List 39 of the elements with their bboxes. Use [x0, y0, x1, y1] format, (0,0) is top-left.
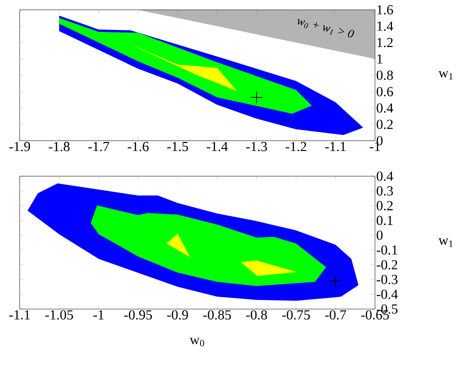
y-tick-label: 0.4 — [376, 171, 394, 181]
y-tick-label: 1.2 — [377, 38, 393, 48]
x-tick-label: -1.3 — [246, 142, 267, 152]
y-tick-label: 1.6 — [377, 5, 394, 14]
y-tick-label: 0.2 — [376, 120, 393, 130]
x-tick-label: -0.8 — [246, 310, 267, 320]
x-tick-label: -1.5 — [167, 142, 188, 152]
y-tick-label: 1 — [377, 54, 382, 64]
x-tick-label: -1.1 — [325, 142, 346, 152]
x-tick-label: -1.4 — [206, 142, 228, 152]
y-tick-label: 0.1 — [376, 216, 393, 226]
y-tick-label: 0 — [376, 230, 383, 240]
x-tick-label: -0.95 — [124, 310, 152, 320]
x-tick-label: -1.2 — [286, 142, 306, 152]
y-axis-title: w$_{1}$ — [438, 71, 453, 80]
y-tick-label: 0.6 — [376, 86, 394, 96]
x-tick-label: -1.05 — [45, 310, 73, 320]
x-tick-label: -1.7 — [88, 142, 110, 152]
x-tick-label: -0.75 — [282, 310, 310, 320]
y-tick-label: -0.1 — [376, 245, 398, 255]
y-tick-label: 0.4 — [376, 103, 394, 113]
y-tick-label: -0.4 — [376, 290, 398, 299]
x-tick-label: -0.85 — [203, 310, 231, 320]
x-tick-label: -1.6 — [128, 142, 149, 152]
x-tick-label: -1.8 — [48, 142, 70, 152]
annotation: w$_{0}$ + w$_{1}$ > 0 — [298, 18, 354, 38]
y-tick-label: -0.3 — [376, 274, 398, 284]
y-tick-label: 1.4 — [377, 22, 394, 31]
x-tick-label: -1.1 — [9, 310, 30, 320]
y-tick-label: -0.2 — [376, 260, 398, 270]
x-tick-label: -0.7 — [325, 310, 346, 320]
x-tick-label: -1.9 — [9, 142, 30, 152]
y-axis-title: w$_{1}$ — [438, 238, 453, 247]
x-axis-title: w$_{0}$ — [190, 338, 204, 346]
y-tick-label: 0.3 — [376, 186, 393, 196]
y-tick-label: 0.2 — [376, 201, 393, 210]
x-tick-label: -0.9 — [167, 310, 188, 320]
x-tick-label: -1 — [93, 310, 104, 320]
y-tick-label: 0.8 — [376, 70, 393, 80]
